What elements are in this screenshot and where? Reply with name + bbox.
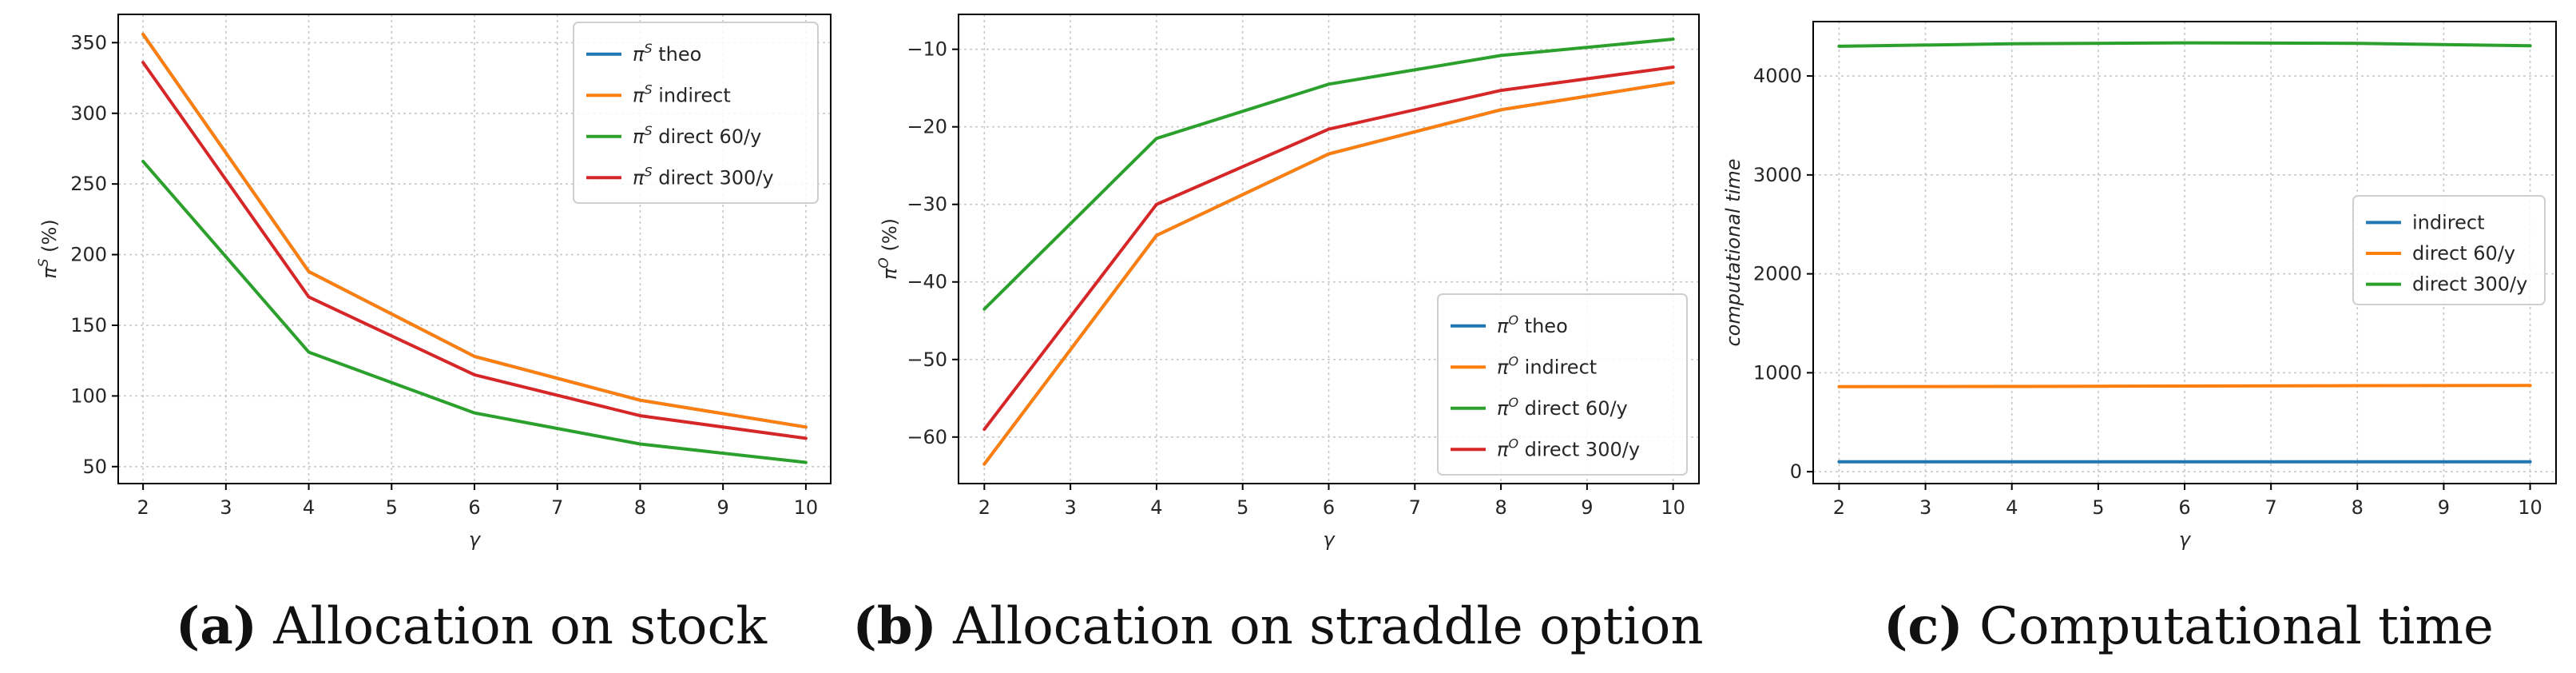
subfigure-caption: (c) Computational time [1883,596,2494,656]
y-tick-label: 250 [70,173,107,195]
x-tick-label: 10 [794,496,819,519]
legend-box [1437,293,1688,476]
y-axis-label: πO (%) [876,218,901,280]
legend-entry-label: direct 60/y [2412,242,2515,265]
legend-box [573,22,819,204]
legend-entry-label: πO indirect [1497,353,1597,378]
chart-panel-a: 2 3 4 5 6 7 8 9 10 50 100 150 200 250 300 350 γ πS (%) πS … [36,14,832,551]
y-tick-label: 2000 [1753,263,1802,285]
y-tick-label: 200 [70,244,107,266]
x-tick-label: 2 [978,496,990,519]
series-line-a-3 [141,61,808,440]
legend-entry-label: πS direct 60/y [633,123,761,148]
x-tick-label: 4 [2006,496,2018,519]
x-tick-label: 6 [2178,496,2190,519]
y-tick-label: 100 [70,384,107,407]
legend-entry-label: indirect [2412,211,2485,233]
x-axis-label: γ [1323,528,1336,551]
x-tick-label: 9 [2438,496,2450,519]
y-tick-label: 350 [70,31,107,54]
x-tick-label: 10 [2518,496,2542,519]
series-line-b-2 [982,38,1675,311]
x-tick-label: 8 [1494,496,1506,519]
y-axis-label: πS (%) [36,219,61,278]
plot-frame [958,14,1700,484]
x-tick-label: 4 [303,496,315,519]
legend-entry-label: πS indirect [633,82,731,106]
legend-entry-label: πO direct 300/y [1497,436,1640,460]
x-tick-label: 2 [1833,496,1845,519]
y-tick-label: 4000 [1753,65,1802,87]
x-tick-label: 10 [1661,496,1685,519]
x-tick-label: 2 [137,496,149,519]
x-tick-label: 7 [1409,496,1421,519]
subfigure-caption: (b) Allocation on straddle option [852,596,1703,656]
y-tick-label: 50 [82,456,107,478]
x-tick-label: 8 [2352,496,2364,519]
x-tick-label: 3 [220,496,232,519]
legend-entry-label: πO direct 60/y [1497,395,1628,420]
y-tick-label: −10 [907,38,947,61]
x-tick-label: 3 [1064,496,1076,519]
x-tick-label: 8 [634,496,646,519]
y-tick-label: −40 [907,271,947,293]
x-tick-label: 5 [386,496,398,519]
series-line-c-1 [1837,384,2532,388]
x-tick-label: 6 [1323,496,1335,519]
series-line-b-3 [982,66,1675,432]
y-tick-label: 0 [1790,460,1802,483]
x-tick-label: 5 [1236,496,1248,519]
series-line-b-1 [982,81,1675,466]
series-line-c-2 [1837,41,2532,48]
x-tick-label: 4 [1150,496,1162,519]
y-tick-label: 3000 [1753,164,1802,186]
x-axis-label: γ [2179,528,2192,551]
y-tick-label: −50 [907,348,947,371]
y-tick-label: −30 [907,193,947,216]
y-tick-label: 1000 [1753,361,1802,384]
chart-panel-c: 2 3 4 5 6 7 8 9 10 0 1000 2000 3000 4000 γ computationa… [1722,21,2557,551]
legend-entry-label: πS theo [633,41,701,66]
legend-entry-label: πS direct 300/y [633,164,774,189]
x-tick-label: 7 [2264,496,2276,519]
y-tick-label: −20 [907,116,947,138]
x-tick-label: 9 [1581,496,1593,519]
x-axis-label: γ [469,528,482,551]
x-tick-label: 5 [2092,496,2104,519]
legend-entry-label: πO theo [1497,313,1568,337]
y-tick-label: −60 [907,426,947,448]
y-tick-label: 150 [70,314,107,336]
plot-frame [117,14,832,484]
legend-a: πS theo πS indirect πS direct 60/y πS direc… [573,22,819,204]
subfigure-caption: (a) Allocation on stock [176,596,768,656]
x-tick-label: 7 [551,496,563,519]
x-tick-label: 6 [468,496,480,519]
series-line-a-2 [141,159,808,464]
series-line-a-1 [141,32,808,429]
legend-b: πO theo πO indirect πO direct 60/y πO direc… [1437,293,1688,476]
y-tick-label: 300 [70,102,107,125]
chart-panel-b: 2 3 4 5 6 7 8 9 10 −60 −50 −40 −30 −20 −10 γ πO (%) πO th… [876,14,1700,551]
y-axis-label: computational time [1722,158,1744,346]
legend-c: indirect direct 60/y direct 300/y [2352,195,2546,305]
x-tick-label: 3 [1919,496,1931,519]
plot-frame [1812,21,2557,484]
x-tick-label: 9 [717,496,729,519]
legend-entry-label: direct 300/y [2412,273,2527,296]
